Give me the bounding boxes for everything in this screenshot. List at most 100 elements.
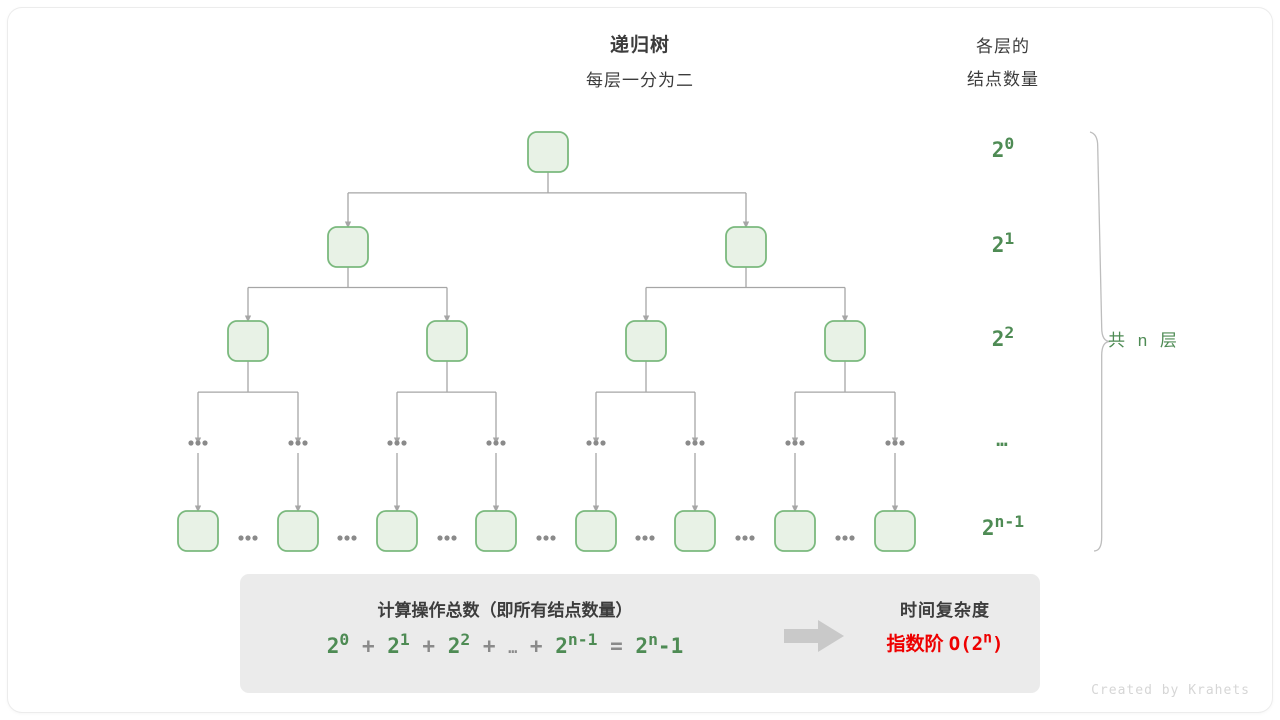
- leaf-ellipsis-dot: [742, 535, 748, 541]
- level-count-exp-0: 0: [1004, 134, 1015, 153]
- level-count-base-1: 2: [991, 233, 1005, 257]
- leaf-ellipsis-dot: [635, 535, 641, 541]
- leaf-ellipsis-dot: [842, 535, 848, 541]
- level-count-exp-1: 1: [1004, 229, 1015, 248]
- leaf-ellipsis-dot: [252, 535, 258, 541]
- level-count-4: 2n-1: [923, 512, 1083, 540]
- tree-node: [575, 510, 617, 552]
- tree-node: [426, 320, 468, 362]
- level-ellipsis-dot: [188, 440, 194, 446]
- level-count-1: 21: [923, 229, 1083, 257]
- complexity-close: ): [992, 633, 1004, 655]
- tree-node: [376, 510, 418, 552]
- level-ellipsis-dot: [394, 440, 400, 446]
- formula-term-4: 2: [555, 634, 568, 658]
- complexity-value: 指数阶 O(2n): [850, 629, 1040, 656]
- tree-node: [625, 320, 667, 362]
- tree-ellipses: [188, 440, 905, 541]
- recursion-tree-svg: [177, 131, 1111, 552]
- level-count-base-0: 2: [991, 138, 1005, 162]
- level-ellipsis-dot: [593, 440, 599, 446]
- leaf-ellipsis-dot: [337, 535, 343, 541]
- formula-op-2: +: [422, 634, 436, 658]
- formula-term-2: 2: [387, 634, 400, 658]
- leaf-ellipsis-dot: [444, 535, 450, 541]
- brace-label: 共 n 层: [1108, 331, 1181, 350]
- brace-path: [1089, 131, 1111, 552]
- panel-heading: 计算操作总数（即所有结点数量）: [240, 596, 770, 621]
- page-subtitle: 每层一分为二: [586, 71, 694, 90]
- summary-panel-right: 时间复杂度 指数阶 O(2n): [850, 574, 1040, 693]
- tree-node: [527, 131, 569, 173]
- level-count-base-4: 2: [981, 516, 995, 540]
- level-ellipsis-dot: [799, 440, 805, 446]
- level-ellipsis-dot: [202, 440, 208, 446]
- leaf-ellipsis-dot: [749, 535, 755, 541]
- formula-ellipsis: …: [508, 639, 518, 657]
- column-header-line1: 各层的: [976, 37, 1030, 56]
- complexity-bigo: O(2: [948, 633, 984, 655]
- level-count-exp-4: n-1: [994, 512, 1025, 531]
- level-ellipsis-dot: [792, 440, 798, 446]
- leaf-ellipsis-dot: [543, 535, 549, 541]
- complexity-label: 时间复杂度: [900, 601, 990, 620]
- tree-node: [674, 510, 716, 552]
- summary-panel-left: 计算操作总数（即所有结点数量） 20 + 21 + 22 + … + 2n-1 …: [240, 574, 770, 693]
- diagram-card: 递归树 每层一分为二 各层的 结点数量 20 21 22 … 2n-1 共 n …: [8, 8, 1272, 712]
- level-ellipsis-dot: [493, 440, 499, 446]
- level-ellipsis-dot: [892, 440, 898, 446]
- leaf-ellipsis-dot: [835, 535, 841, 541]
- complexity-exp: n: [983, 629, 993, 647]
- level-ellipsis-dot: [486, 440, 492, 446]
- level-count-0: 20: [923, 134, 1083, 162]
- level-ellipsis-dot: [885, 440, 891, 446]
- panel-heading-paren: （即所有结点数量）: [479, 601, 633, 620]
- formula-exp-4: n-1: [567, 630, 598, 649]
- level-ellipsis-dot: [899, 440, 905, 446]
- tree-node: [227, 320, 269, 362]
- leaf-ellipsis-dot: [536, 535, 542, 541]
- formula-exp-1: 0: [339, 630, 350, 649]
- tree-node: [725, 226, 767, 268]
- tree-node: [177, 510, 219, 552]
- formula-equals: =: [610, 634, 623, 658]
- formula-op-3: +: [482, 634, 496, 658]
- leaf-ellipsis-dot: [735, 535, 741, 541]
- formula-exp-5: n: [648, 630, 658, 649]
- level-ellipsis-dot: [387, 440, 393, 446]
- level-count-2: 22: [923, 323, 1083, 351]
- level-ellipsis-dot: [288, 440, 294, 446]
- level-ellipsis-dot: [401, 440, 407, 446]
- watermark: Created by Krahets: [1091, 683, 1250, 698]
- formula-term-5-tail: -1: [657, 634, 684, 658]
- level-count-3: …: [923, 429, 1083, 451]
- level-ellipsis-dot: [699, 440, 705, 446]
- level-ellipsis-dot: [600, 440, 606, 446]
- tree-node: [874, 510, 916, 552]
- formula-exp-2: 1: [399, 630, 410, 649]
- formula-exp-3: 2: [460, 630, 471, 649]
- leaf-ellipsis-dot: [642, 535, 648, 541]
- page-title: 递归树: [609, 35, 670, 56]
- level-count-exp-2: 2: [1004, 323, 1015, 342]
- formula-term-3: 2: [447, 634, 461, 658]
- formula-op-4: +: [529, 634, 543, 658]
- level-ellipsis-dot: [685, 440, 691, 446]
- level-ellipsis-dot: [586, 440, 592, 446]
- panel-formula: 20 + 21 + 22 + … + 2n-1 = 2n-1: [240, 630, 770, 658]
- summary-panel: 计算操作总数（即所有结点数量） 20 + 21 + 22 + … + 2n-1 …: [240, 574, 1040, 693]
- tree-nodes: [177, 131, 916, 552]
- column-header-line2: 结点数量: [967, 70, 1039, 89]
- leaf-ellipsis-dot: [351, 535, 357, 541]
- level-count-base-3: …: [996, 429, 1010, 451]
- panel-heading-bold: 计算操作总数: [377, 601, 480, 620]
- diagram-stage: 递归树 每层一分为二 各层的 结点数量 20 21 22 … 2n-1 共 n …: [8, 8, 1272, 712]
- formula-term-1: 2: [326, 634, 340, 658]
- leaf-ellipsis-dot: [550, 535, 556, 541]
- level-brace: [1089, 131, 1111, 552]
- leaf-ellipsis-dot: [849, 535, 855, 541]
- tree-edges: [194, 172, 899, 513]
- arrow-right-icon: [780, 616, 850, 656]
- level-ellipsis-dot: [785, 440, 791, 446]
- tree-node: [824, 320, 866, 362]
